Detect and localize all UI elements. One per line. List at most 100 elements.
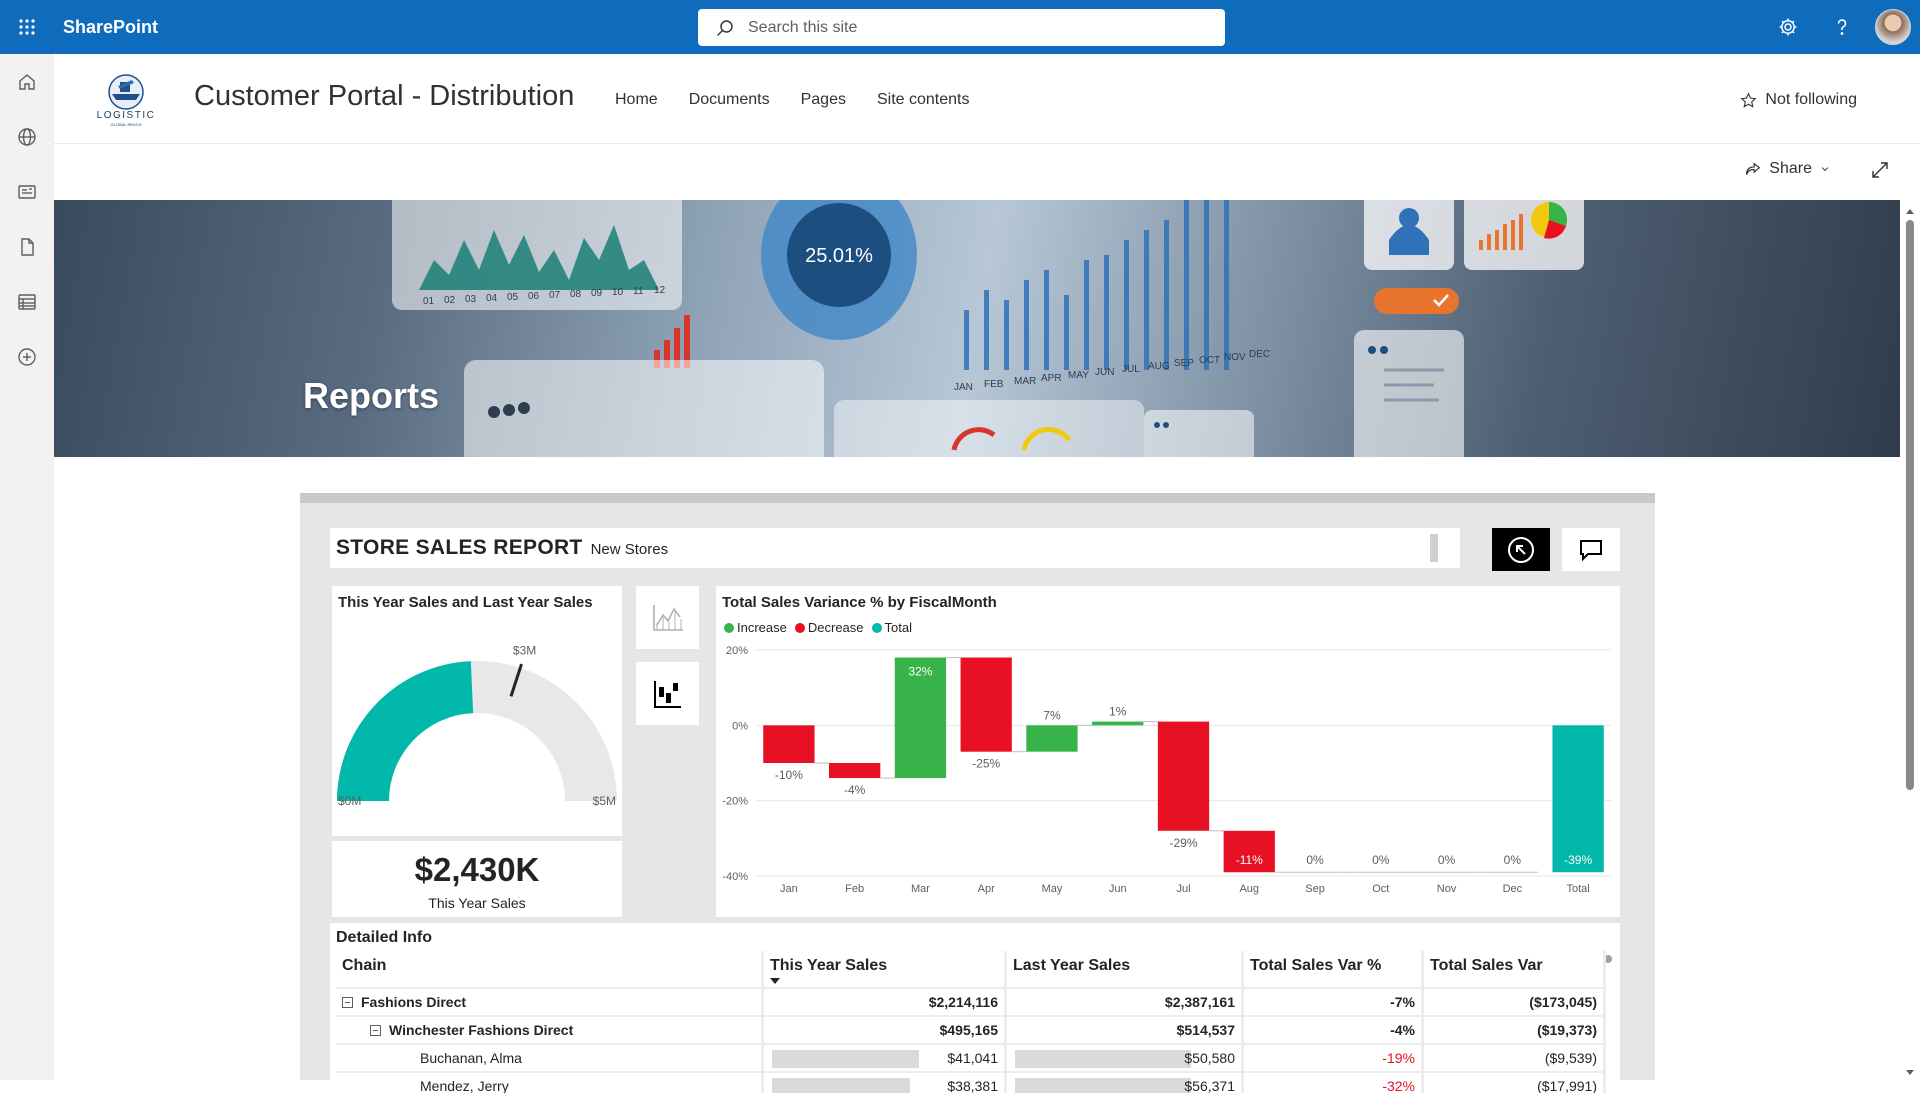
- waterfall-bar: [1157, 721, 1210, 831]
- row-name: Buchanan, Alma: [336, 1045, 764, 1073]
- table-row[interactable]: Fashions Direct $2,214,116 $2,387,161 -7…: [336, 989, 1606, 1017]
- y-tick-label: 0%: [732, 720, 748, 732]
- document-icon[interactable]: [0, 219, 54, 274]
- kpi-card[interactable]: $2,430K This Year Sales: [332, 841, 622, 917]
- waterfall-chart-toggle[interactable]: [636, 662, 699, 725]
- col-total-sales-var-pct[interactable]: Total Sales Var %: [1244, 951, 1424, 989]
- svg-text:DEC: DEC: [1249, 349, 1270, 360]
- legend-total[interactable]: Total: [871, 620, 912, 635]
- detail-table-card: Detailed Info Chain This Year Sales Last…: [330, 923, 1620, 1093]
- row-var-pct: -7%: [1244, 989, 1424, 1017]
- waterfall-bar: [1026, 725, 1078, 752]
- data-label: 7%: [1043, 708, 1061, 722]
- row-last-year-sales: $50,580: [1007, 1045, 1244, 1073]
- nav-site-contents[interactable]: Site contents: [876, 91, 970, 108]
- waterfall-chart-icon: [653, 680, 681, 708]
- table-row[interactable]: Winchester Fashions Direct $495,165 $514…: [336, 1017, 1606, 1045]
- svg-text:02: 02: [444, 295, 456, 306]
- avatar[interactable]: [1875, 9, 1911, 45]
- back-arrow-icon: [1508, 536, 1534, 563]
- expand-button[interactable]: [1870, 160, 1890, 180]
- svg-text:FEB: FEB: [984, 379, 1004, 390]
- data-label: -11%: [1236, 853, 1263, 867]
- navigate-back-button[interactable]: [1492, 528, 1550, 571]
- row-name: Mendez, Jerry: [336, 1073, 764, 1093]
- page-scrollbar[interactable]: [1900, 200, 1920, 1080]
- row-this-year-sales: $41,041: [764, 1045, 1007, 1073]
- gauge-card[interactable]: This Year Sales and Last Year Sales $3M …: [332, 586, 622, 836]
- x-tick-label: Jan: [780, 883, 798, 895]
- svg-text:SEP: SEP: [1174, 358, 1194, 369]
- row-this-year-sales: $38,381: [764, 1073, 1007, 1093]
- line-chart-icon: [652, 604, 683, 631]
- app-name[interactable]: SharePoint: [63, 16, 159, 37]
- x-tick-label: Apr: [978, 883, 995, 895]
- help-button[interactable]: [1815, 0, 1869, 54]
- col-this-year-sales[interactable]: This Year Sales: [764, 951, 1007, 989]
- scroll-down-icon[interactable]: [1900, 1066, 1920, 1080]
- nav-pages[interactable]: Pages: [800, 91, 846, 108]
- row-var: ($9,539): [1424, 1045, 1606, 1073]
- suite-bar: SharePoint Search this site: [0, 0, 1920, 54]
- data-label: 0%: [1504, 853, 1522, 867]
- x-tick-label: Jun: [1109, 883, 1127, 895]
- data-label: 0%: [1372, 853, 1390, 867]
- waterfall-card[interactable]: Total Sales Variance % by FiscalMonth In…: [716, 586, 1620, 917]
- legend-increase[interactable]: Increase: [724, 620, 787, 635]
- data-bar: [772, 1078, 911, 1093]
- col-chain[interactable]: Chain: [336, 951, 764, 989]
- svg-text:01: 01: [423, 296, 435, 307]
- site-logo[interactable]: LOGISTIC GLOBAL REACH: [90, 70, 162, 130]
- row-last-year-sales: $514,537: [1007, 1017, 1244, 1045]
- row-name: Winchester Fashions Direct: [389, 1022, 574, 1038]
- table-scrollbar[interactable]: [1604, 955, 1612, 963]
- power-bi-report: STORE SALES REPORT New Stores This Year …: [300, 493, 1655, 1093]
- list-icon[interactable]: [0, 274, 54, 329]
- collapse-icon[interactable]: [370, 1024, 381, 1036]
- row-name: Fashions Direct: [361, 994, 467, 1010]
- app-launcher-icon[interactable]: [0, 0, 54, 54]
- gauge-chart: $3M $0M $5M: [337, 644, 617, 808]
- scrollbar-thumb[interactable]: [1906, 220, 1914, 790]
- create-icon[interactable]: [0, 329, 54, 384]
- site-title[interactable]: Customer Portal - Distribution: [194, 80, 575, 112]
- svg-text:11: 11: [633, 286, 644, 297]
- col-total-sales-var[interactable]: Total Sales Var: [1424, 951, 1606, 989]
- data-label: -10%: [775, 768, 803, 782]
- data-label: -25%: [972, 757, 1000, 771]
- gauge-fill: [337, 661, 474, 801]
- collapse-icon[interactable]: [342, 996, 353, 1008]
- comment-icon: [1580, 539, 1602, 561]
- nav-home[interactable]: Home: [615, 91, 658, 108]
- table-row[interactable]: Mendez, Jerry $38,381 $56,371 -32% ($17,…: [336, 1073, 1606, 1093]
- nav-documents[interactable]: Documents: [688, 91, 770, 108]
- news-icon[interactable]: [0, 164, 54, 219]
- settings-button[interactable]: [1761, 0, 1815, 54]
- share-button[interactable]: Share: [1744, 160, 1830, 178]
- search-box[interactable]: Search this site: [698, 9, 1225, 46]
- svg-text:10: 10: [612, 287, 624, 298]
- svg-text:AUG: AUG: [1148, 361, 1170, 372]
- share-label: Share: [1769, 160, 1812, 177]
- line-chart-toggle[interactable]: [636, 586, 699, 649]
- home-icon[interactable]: [0, 54, 54, 109]
- x-tick-label: Oct: [1372, 883, 1389, 895]
- gauge-target-marker: [509, 663, 523, 697]
- x-tick-label: Dec: [1503, 883, 1523, 895]
- scroll-up-icon[interactable]: [1900, 204, 1920, 218]
- command-bar: Share: [54, 150, 1920, 194]
- comment-button[interactable]: [1562, 528, 1620, 571]
- col-last-year-sales[interactable]: Last Year Sales: [1007, 951, 1244, 989]
- logo-subtext: GLOBAL REACH: [111, 122, 142, 127]
- legend-decrease[interactable]: Decrease: [794, 620, 864, 635]
- globe-icon[interactable]: [0, 109, 54, 164]
- x-tick-label: Total: [1566, 883, 1589, 895]
- kpi-label: This Year Sales: [428, 895, 526, 911]
- follow-button[interactable]: Not following: [1740, 91, 1857, 109]
- waterfall-bar: [829, 763, 881, 779]
- table-row[interactable]: Buchanan, Alma $41,041 $50,580 -19% ($9,…: [336, 1045, 1606, 1073]
- chevron-down-icon: [1821, 167, 1829, 172]
- svg-text:03: 03: [465, 294, 477, 305]
- svg-text:NOV: NOV: [1224, 352, 1246, 363]
- waterfall-bar: [763, 725, 815, 763]
